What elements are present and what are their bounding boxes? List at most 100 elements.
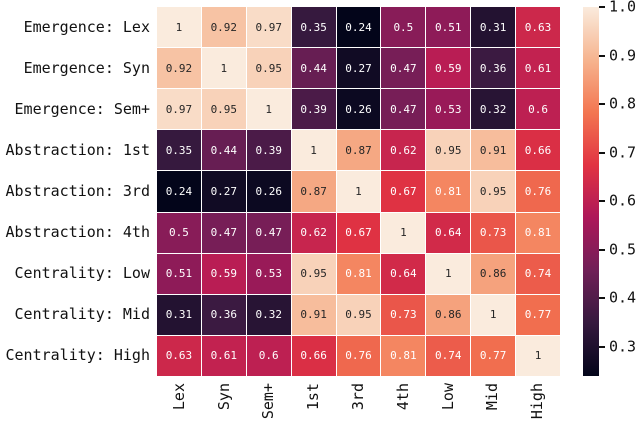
row-label: Centrality: Mid [14,305,150,323]
col-label: Syn [214,383,233,411]
heatmap-cell: 0.95 [246,48,291,89]
heatmap-grid: 1 0.92 0.97 0.35 0.24 0.5 0.51 0.31 0.63 0.92 1 0.9… [157,7,560,376]
col-label: High [528,383,547,420]
row-label: Abstraction: 3rd [5,182,151,200]
heatmap-cell: 0.95 [426,130,471,171]
heatmap-cell: 1 [291,130,336,171]
heatmap-cell: 0.24 [336,7,381,48]
col-label: 1st [304,383,323,411]
heatmap-cell: 0.44 [291,48,336,89]
heatmap-cell: 0.97 [246,7,291,48]
heatmap-cell: 1 [246,89,291,130]
colorbar-tick-label: 0.9 [609,46,637,65]
col-label: 4th [393,383,412,411]
heatmap-cell: 0.95 [336,294,381,335]
row-label: Emergence: Sem+ [14,100,150,118]
y-axis-labels: Emergence: Lex Emergence: Syn Emergence: S… [0,7,151,376]
heatmap-cell: 0.73 [471,212,516,253]
colorbar: 1.0 0.9 0.8 0.7 0.6 0.5 0.4 0.3 [583,0,636,376]
heatmap-cell: 0.95 [201,89,246,130]
heatmap-cell: 0.87 [291,171,336,212]
colorbar-tick [599,200,605,203]
heatmap-cell: 0.6 [516,89,560,130]
heatmap-cell: 1 [157,7,201,48]
heatmap-cell: 0.39 [291,89,336,130]
heatmap-cell: 0.31 [471,7,516,48]
heatmap-cell: 1 [336,171,381,212]
heatmap-cell: 0.51 [426,7,471,48]
heatmap-cell: 0.32 [246,294,291,335]
heatmap-cell: 0.35 [157,130,201,171]
heatmap-cell: 0.47 [381,48,426,89]
heatmap-cell: 0.81 [336,253,381,294]
heatmap-cell: 0.47 [381,89,426,130]
heatmap-cell: 0.86 [471,253,516,294]
row-label: Abstraction: 4th [5,223,151,241]
colorbar-tick [599,297,605,300]
heatmap-cell: 0.95 [291,253,336,294]
col-label: 3rd [348,383,367,411]
x-axis-labels: Lex Syn Sem+ 1st 3rd 4th Low Mid High [157,383,560,427]
heatmap-cell: 0.27 [201,171,246,212]
heatmap-cell: 0.26 [246,171,291,212]
heatmap-cell: 0.32 [471,89,516,130]
heatmap-cell: 0.81 [516,212,560,253]
heatmap-cell: 0.51 [157,253,201,294]
heatmap-cell: 0.67 [381,171,426,212]
heatmap-cell: 0.36 [471,48,516,89]
heatmap-cell: 0.47 [246,212,291,253]
colorbar-tick [599,248,605,251]
heatmap-cell: 0.91 [291,294,336,335]
heatmap-cell: 0.64 [381,253,426,294]
heatmap-cell: 0.62 [381,130,426,171]
colorbar-tick [599,103,605,106]
heatmap-cell: 0.77 [471,335,516,376]
heatmap-cell: 0.87 [336,130,381,171]
heatmap-cell: 0.24 [157,171,201,212]
heatmap-cell: 0.53 [246,253,291,294]
heatmap-cell: 0.64 [426,212,471,253]
heatmap-cell: 0.81 [381,335,426,376]
heatmap-cell: 1 [426,253,471,294]
col-label: Low [438,383,457,411]
heatmap-cell: 0.26 [336,89,381,130]
heatmap-cell: 0.59 [201,253,246,294]
colorbar-tick [599,6,605,8]
colorbar-tick-label: 0.7 [609,143,637,162]
heatmap-cell: 0.66 [291,335,336,376]
heatmap-cell: 0.62 [291,212,336,253]
heatmap-cell: 0.5 [157,212,201,253]
colorbar-tick-label: 0.6 [609,191,637,210]
colorbar-tick-label: 0.8 [609,94,637,113]
col-label: Sem+ [259,383,278,420]
heatmap-cell: 0.5 [381,7,426,48]
heatmap-cell: 0.67 [336,212,381,253]
heatmap-cell: 0.63 [157,335,201,376]
row-label: Centrality: High [5,346,151,364]
colorbar-tick [599,54,605,57]
heatmap-cell: 0.92 [201,7,246,48]
heatmap-cell: 0.77 [516,294,560,335]
heatmap-cell: 0.31 [157,294,201,335]
heatmap-cell: 0.97 [157,89,201,130]
colorbar-tick-label: 0.3 [609,337,637,356]
colorbar-gradient [583,7,599,376]
heatmap-cell: 0.61 [201,335,246,376]
heatmap-cell: 0.74 [426,335,471,376]
heatmap-cell: 0.66 [516,130,560,171]
heatmap-cell: 0.53 [426,89,471,130]
heatmap-cell: 0.76 [336,335,381,376]
col-label: Mid [483,383,502,411]
row-label: Centrality: Low [14,264,150,282]
heatmap-cell: 0.73 [381,294,426,335]
colorbar-tick [599,151,605,154]
heatmap-cell: 1 [471,294,516,335]
heatmap-cell: 0.81 [426,171,471,212]
heatmap-cell: 0.39 [246,130,291,171]
heatmap-cell: 1 [201,48,246,89]
heatmap-cell: 0.6 [246,335,291,376]
row-label: Emergence: Syn [23,59,150,77]
heatmap-cell: 0.76 [516,171,560,212]
colorbar-tick-label: 1.0 [609,0,637,16]
